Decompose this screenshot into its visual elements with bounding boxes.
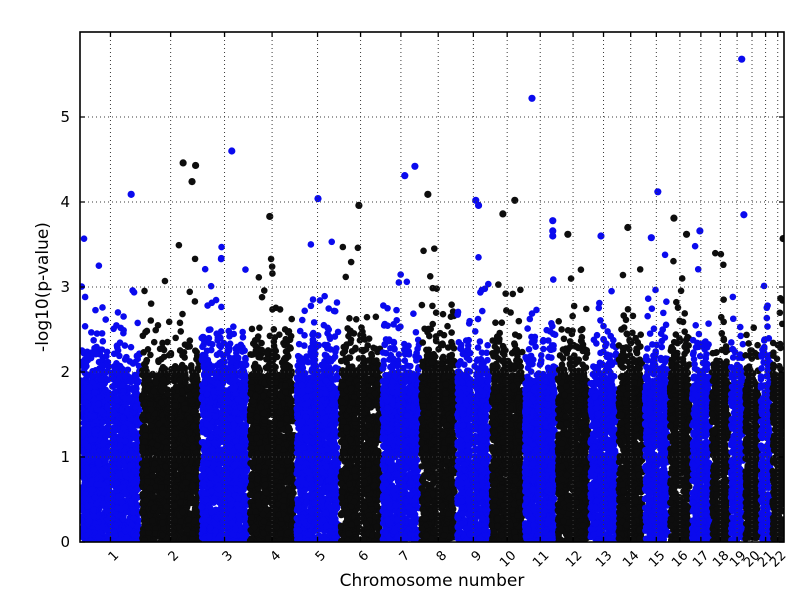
y-tick-label-0: 0 [60, 533, 70, 551]
y-tick-label-1: 1 [60, 448, 70, 466]
x-axis-label: Chromosome number [339, 571, 525, 591]
y-tick-label-5: 5 [60, 108, 70, 126]
y-tick-label-3: 3 [60, 278, 70, 296]
y-tick-label-4: 4 [60, 193, 70, 211]
y-tick-label-2: 2 [60, 363, 70, 381]
